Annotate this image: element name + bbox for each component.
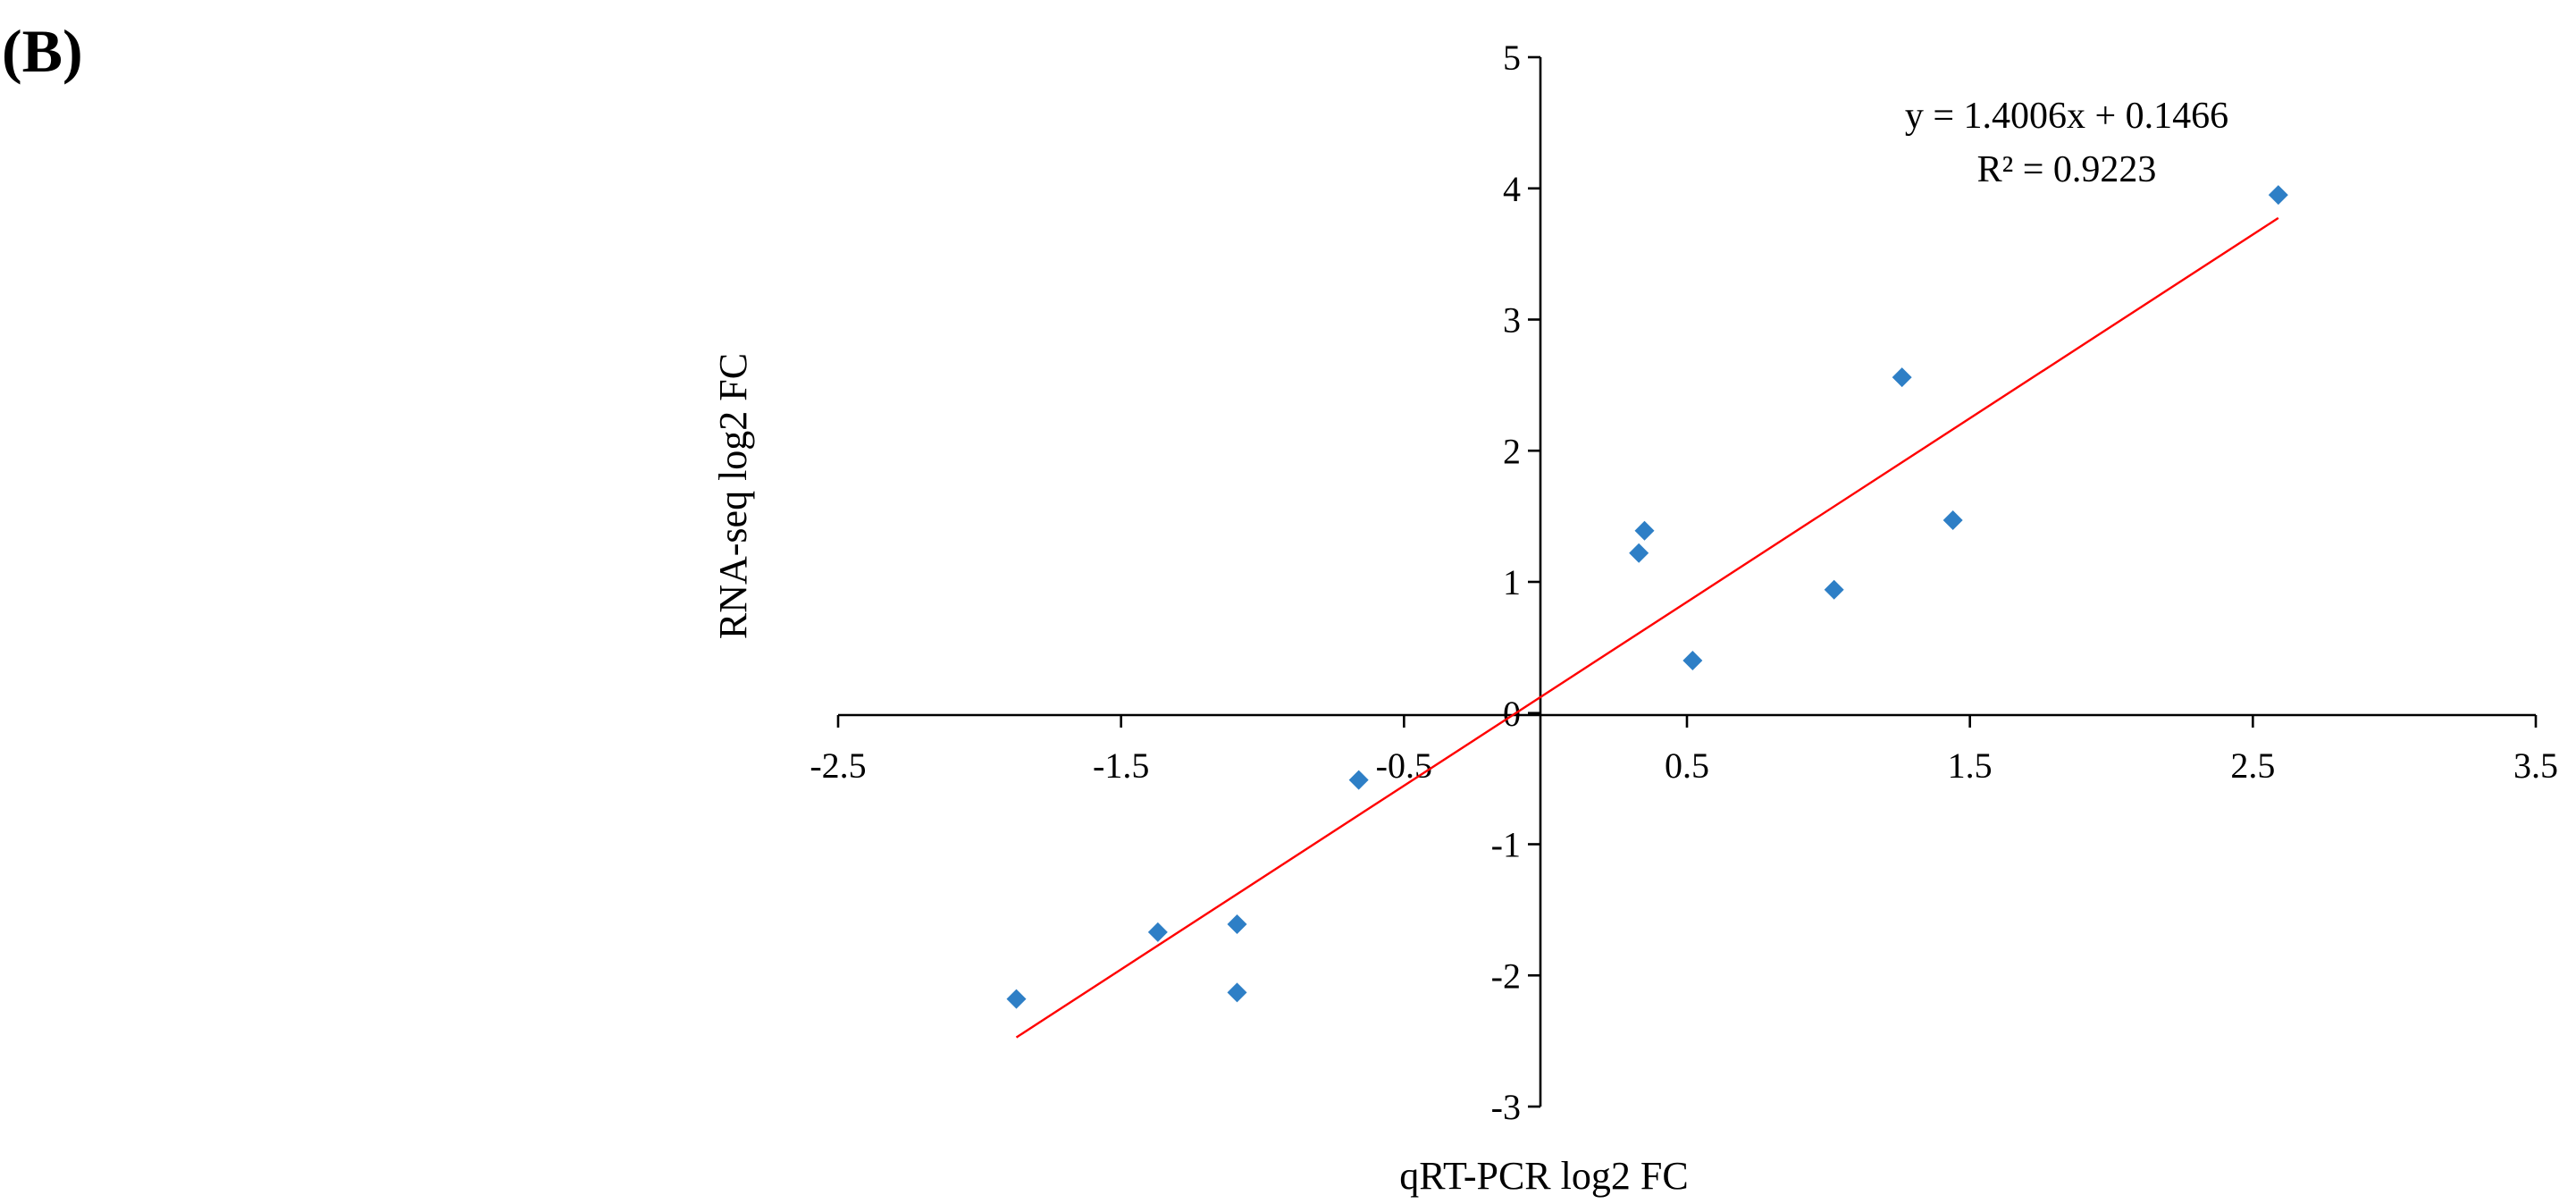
r-squared-label: R² = 0.9223 [1977, 149, 2157, 190]
y-tick-label: -1 [1491, 825, 1521, 865]
x-tick-label: 2.5 [2230, 745, 2275, 786]
trendline-equation: y = 1.4006x + 0.1466 [1905, 96, 2228, 137]
x-tick-label: -2.5 [810, 745, 866, 786]
x-axis-label: qRT-PCR log2 FC [1399, 1154, 1688, 1198]
y-tick-label: 4 [1503, 169, 1521, 209]
x-tick-label: 1.5 [1948, 745, 1993, 786]
y-tick-label: 1 [1503, 562, 1521, 602]
data-point [1227, 914, 1247, 935]
y-tick-label: -2 [1491, 956, 1521, 996]
y-tick-label: 5 [1503, 38, 1521, 78]
data-point [1824, 579, 1844, 600]
y-tick-label: 2 [1503, 431, 1521, 471]
data-point [1942, 510, 1963, 531]
y-tick-label: 0 [1503, 694, 1521, 734]
data-point [1634, 520, 1655, 541]
y-tick-label: -3 [1491, 1087, 1521, 1127]
data-point [1006, 989, 1027, 1009]
y-axis-label: RNA-seq log2 FC [711, 353, 755, 639]
data-point [1348, 770, 1369, 790]
y-axis-ticks: -3 -2 -1 0 1 2 3 4 5 [1491, 38, 1540, 1127]
panel-label: (B) [2, 17, 83, 85]
trendline [1015, 216, 2279, 1039]
data-point [2268, 185, 2288, 206]
data-point [1147, 922, 1168, 942]
data-point [1227, 982, 1247, 1003]
y-tick-label: 3 [1503, 300, 1521, 341]
data-point [1682, 651, 1703, 671]
x-axis-ticks: -2.5 -1.5 -0.5 0.5 1.5 2.5 3.5 [810, 715, 2558, 786]
x-tick-label: 0.5 [1665, 745, 1709, 786]
x-tick-label: 3.5 [2513, 745, 2558, 786]
data-point [1892, 367, 1912, 388]
axes [838, 57, 2536, 1107]
data-points [1006, 185, 2288, 1009]
x-tick-label: -0.5 [1376, 745, 1432, 786]
data-point [1629, 543, 1649, 563]
x-tick-label: -1.5 [1093, 745, 1149, 786]
